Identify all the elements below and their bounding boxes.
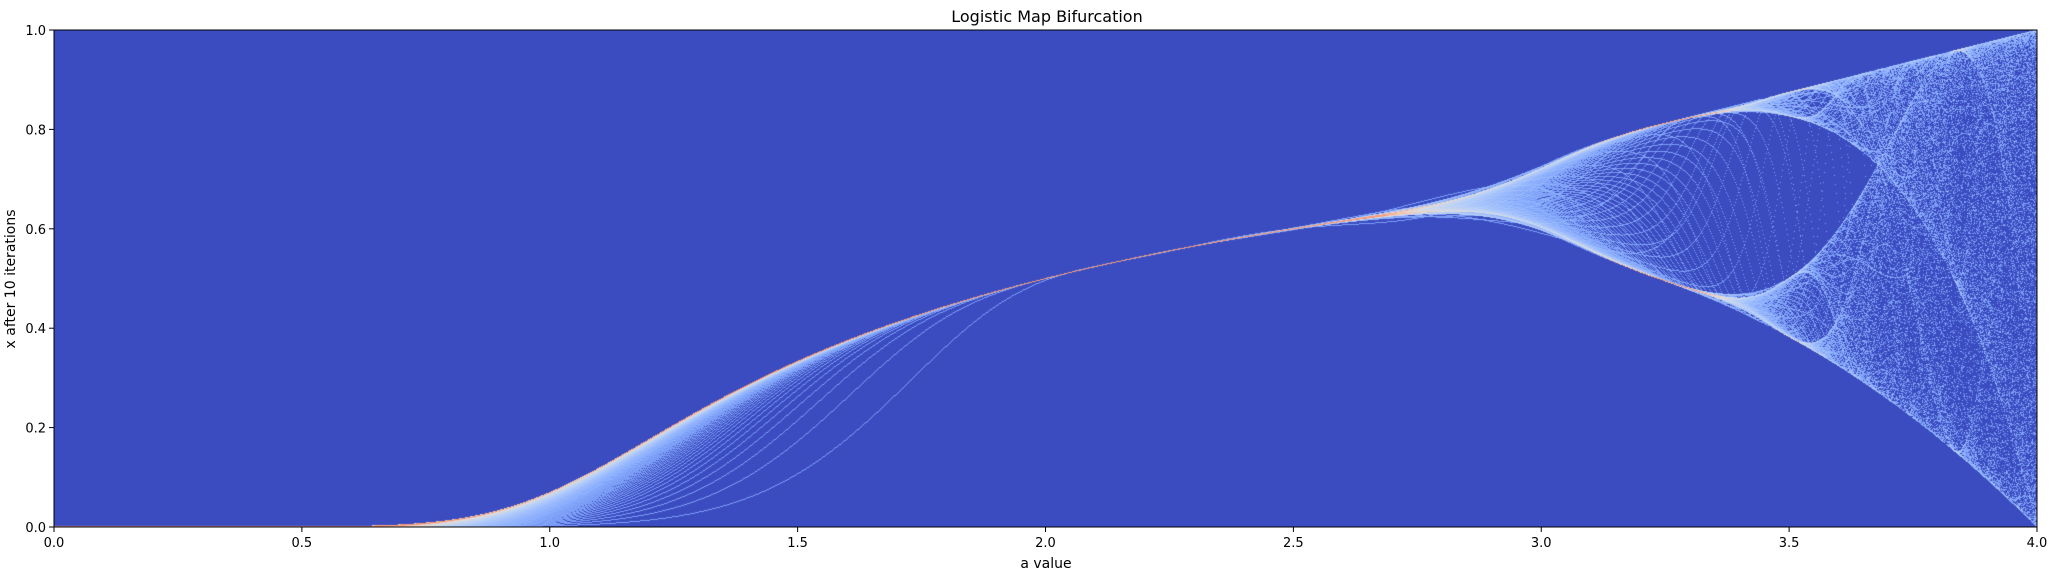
y-tick-label: 0.8 <box>25 123 46 138</box>
y-tick-label: 0.4 <box>25 322 46 337</box>
x-tick-label: 1.5 <box>787 536 808 551</box>
x-tick-label: 0.0 <box>44 536 65 551</box>
x-tick-label: 0.5 <box>292 536 313 551</box>
chart-title: Logistic Map Bifurcation <box>951 7 1142 26</box>
y-axis: 0.0 0.2 0.4 0.6 0.8 1.0 <box>25 24 54 536</box>
y-tick-label: 0.0 <box>25 521 46 536</box>
y-axis-label: x after 10 iterations <box>3 209 19 348</box>
x-tick-label: 3.5 <box>1779 536 1800 551</box>
x-tick-label: 3.0 <box>1531 536 1552 551</box>
x-axis-label: a value <box>1020 556 1071 572</box>
x-axis: 0.0 0.5 1.0 1.5 2.0 2.5 3.0 3.5 4.0 <box>44 527 2048 551</box>
x-tick-label: 1.0 <box>539 536 560 551</box>
y-tick-label: 0.2 <box>25 422 46 437</box>
bifurcation-heatmap <box>54 30 2037 527</box>
y-tick-label: 1.0 <box>25 24 46 39</box>
x-tick-label: 2.5 <box>1283 536 1304 551</box>
x-tick-label: 4.0 <box>2027 536 2048 551</box>
y-tick-label: 0.6 <box>25 223 46 238</box>
x-tick-label: 2.0 <box>1035 536 1056 551</box>
